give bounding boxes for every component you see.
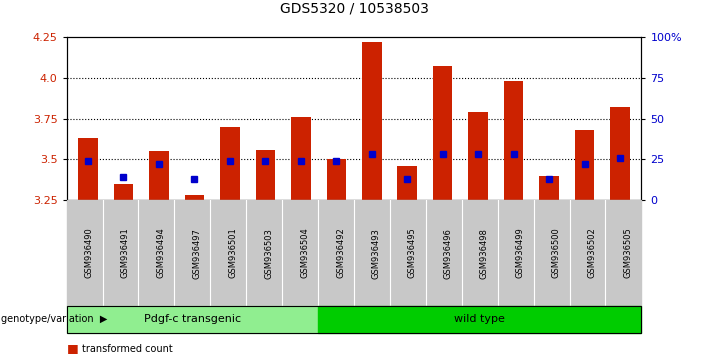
Text: GSM936502: GSM936502: [587, 228, 597, 279]
Bar: [397, 166, 417, 200]
Text: wild type: wild type: [454, 314, 505, 325]
Text: GSM936492: GSM936492: [336, 228, 345, 279]
Bar: [575, 130, 594, 200]
Text: GSM936491: GSM936491: [121, 228, 130, 279]
Bar: [504, 81, 524, 200]
Text: genotype/variation  ▶: genotype/variation ▶: [1, 314, 108, 325]
Text: ■: ■: [67, 342, 79, 354]
Bar: [184, 195, 204, 200]
Bar: [78, 138, 97, 200]
Text: GSM936494: GSM936494: [156, 228, 165, 279]
Bar: [433, 67, 452, 200]
Text: GSM936501: GSM936501: [229, 228, 237, 279]
Bar: [611, 107, 630, 200]
Text: GSM936497: GSM936497: [192, 228, 201, 279]
Text: Pdgf-c transgenic: Pdgf-c transgenic: [144, 314, 241, 325]
Text: transformed count: transformed count: [82, 344, 172, 354]
Bar: [291, 117, 311, 200]
Text: GDS5320 / 10538503: GDS5320 / 10538503: [280, 2, 428, 16]
Text: GSM936503: GSM936503: [264, 228, 273, 279]
Text: GSM936505: GSM936505: [623, 228, 632, 279]
Bar: [468, 112, 488, 200]
Bar: [149, 151, 169, 200]
Text: GSM936495: GSM936495: [408, 228, 417, 279]
Text: GSM936490: GSM936490: [85, 228, 93, 279]
Text: GSM936498: GSM936498: [479, 228, 489, 279]
Bar: [114, 184, 133, 200]
Text: GSM936496: GSM936496: [444, 228, 453, 279]
Bar: [539, 176, 559, 200]
Bar: [256, 149, 275, 200]
Text: GSM936500: GSM936500: [552, 228, 561, 279]
Bar: [362, 42, 381, 200]
Bar: [220, 127, 240, 200]
Text: GSM936504: GSM936504: [300, 228, 309, 279]
Text: GSM936499: GSM936499: [516, 228, 524, 279]
Text: GSM936493: GSM936493: [372, 228, 381, 279]
Bar: [327, 159, 346, 200]
